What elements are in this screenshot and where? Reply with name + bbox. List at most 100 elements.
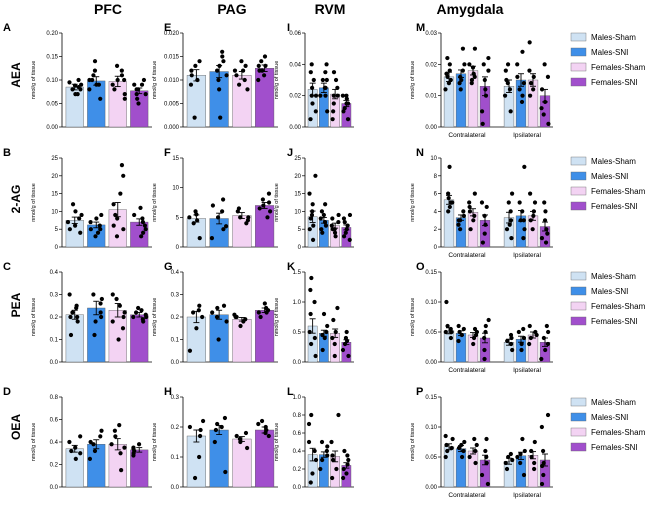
y-tick-label: 0.02 (289, 94, 301, 100)
data-point (87, 77, 92, 83)
data-point (480, 121, 485, 126)
legend-label: Females-SNI (591, 317, 638, 326)
data-point (540, 463, 545, 469)
data-point (332, 341, 337, 347)
panel-letter: K (287, 261, 295, 273)
data-point (546, 329, 551, 335)
legend-swatch (570, 186, 587, 196)
data-point (506, 454, 511, 460)
data-point (479, 109, 485, 114)
data-point (196, 308, 201, 313)
data-point (459, 454, 465, 460)
data-point (520, 209, 525, 214)
legend-swatch (570, 171, 587, 181)
data-point (224, 319, 229, 324)
data-point (486, 317, 491, 323)
data-point (220, 209, 225, 214)
data-point (98, 434, 103, 439)
data-point (209, 236, 215, 241)
data-point (532, 439, 537, 445)
panel-letter: D (3, 386, 11, 398)
panel-letter: M (416, 22, 425, 34)
data-point (197, 59, 202, 64)
data-point (444, 299, 449, 305)
data-point (331, 109, 336, 114)
data-point (261, 73, 267, 78)
y-tick-label: 0.1 (171, 338, 180, 344)
y-tick-label: 0.05 (425, 330, 437, 336)
data-point (197, 433, 203, 439)
data-point (344, 101, 349, 106)
data-point (461, 448, 466, 454)
data-point (73, 445, 78, 450)
data-point (344, 329, 349, 335)
bar (209, 429, 229, 488)
y-tick-label: 10 (430, 156, 437, 162)
data-point (330, 335, 335, 341)
panel-letter: F (164, 147, 171, 159)
data-point (141, 230, 146, 235)
y-tick-label: 15 (172, 156, 179, 162)
data-point (92, 448, 98, 454)
data-point (88, 439, 93, 445)
bar (186, 218, 206, 248)
data-point (509, 341, 514, 347)
data-point (313, 457, 319, 463)
data-point (312, 335, 317, 341)
data-point (508, 109, 513, 114)
data-point (473, 332, 479, 338)
data-point (215, 68, 220, 73)
data-point (318, 216, 323, 221)
data-point (341, 234, 347, 239)
data-point (321, 311, 327, 317)
data-point (131, 314, 136, 320)
data-point (72, 223, 78, 228)
data-point (308, 287, 313, 293)
data-point (532, 460, 537, 466)
data-point (456, 222, 461, 227)
data-point (312, 448, 317, 454)
data-point (112, 428, 117, 433)
data-point (87, 87, 92, 92)
data-point (141, 77, 147, 83)
data-point (70, 87, 75, 92)
y-tick-label: 0.5 (293, 330, 302, 336)
data-point (343, 230, 348, 235)
data-point (114, 296, 119, 302)
x-category-label: Contralateral (448, 132, 486, 139)
data-point (469, 81, 474, 86)
data-point (122, 77, 127, 83)
data-point (98, 310, 103, 315)
data-point (310, 101, 315, 106)
bar (455, 448, 467, 488)
y-axis-label: nmol/g of tissue (410, 183, 416, 222)
data-point (99, 314, 104, 320)
data-point (136, 305, 141, 311)
data-point (131, 451, 136, 456)
panel-letter: L (287, 386, 294, 398)
y-tick-label: 0.00 (425, 485, 437, 491)
legend-label: Females-Sham (591, 302, 646, 311)
data-point (320, 332, 325, 338)
data-point (188, 82, 194, 87)
data-point (509, 191, 515, 196)
data-point (309, 93, 314, 98)
data-point (91, 292, 96, 297)
y-tick-label: 0.0 (50, 485, 59, 491)
data-point (335, 305, 340, 311)
data-point (78, 434, 83, 439)
data-point (531, 87, 536, 92)
data-point (143, 312, 148, 317)
data-point (467, 62, 472, 67)
data-point (323, 70, 328, 75)
y-tick-label: 5 (298, 227, 302, 233)
data-point (347, 237, 352, 242)
data-point (187, 348, 193, 353)
data-point (344, 227, 349, 232)
data-point (458, 87, 463, 92)
bar (255, 310, 275, 363)
data-point (456, 218, 461, 223)
data-point (264, 427, 269, 433)
y-axis-label: nmol/g of tissue (152, 298, 158, 337)
